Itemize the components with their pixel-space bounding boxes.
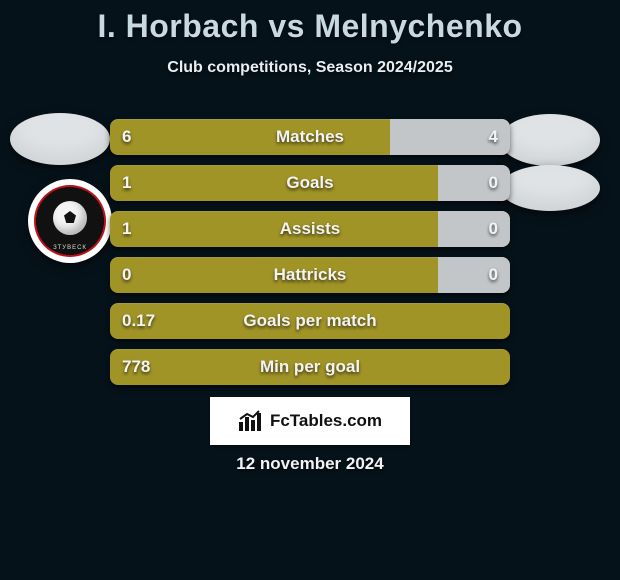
stat-bar: 6Matches4 [110, 119, 510, 155]
stat-bar: 0Hattricks0 [110, 257, 510, 293]
player-avatar-right-2 [500, 165, 600, 211]
stat-bar: 1Goals0 [110, 165, 510, 201]
stat-value-left: 0 [122, 257, 131, 293]
stat-value-left: 778 [122, 349, 150, 385]
stat-value-left: 6 [122, 119, 131, 155]
page-title: I. Horbach vs Melnychenko [0, 0, 620, 45]
club-badge: ЗТУВЕСК [28, 179, 112, 263]
stat-bar-right-fill [390, 119, 510, 155]
player-avatar-right-1 [500, 114, 600, 166]
stat-value-left: 1 [122, 211, 131, 247]
branding-badge: FcTables.com [210, 397, 410, 445]
stat-bar-right-fill [438, 257, 510, 293]
soccer-ball-icon [53, 201, 87, 235]
stat-bar: 1Assists0 [110, 211, 510, 247]
club-badge-text: ЗТУВЕСК [34, 245, 106, 251]
stat-bar: 0.17Goals per match [110, 303, 510, 339]
stat-label: Min per goal [110, 349, 510, 385]
stats-bars: 6Matches4 1Goals0 1Assists0 0Hattricks0 0.17… [110, 119, 510, 395]
stat-value-left: 1 [122, 165, 131, 201]
subtitle: Club competitions, Season 2024/2025 [0, 59, 620, 77]
chart-bars-icon [238, 410, 264, 432]
stat-bar-right-fill [438, 165, 510, 201]
branding-label: FcTables.com [270, 411, 382, 431]
player-avatar-left [10, 113, 110, 165]
stat-bar-right-fill [438, 211, 510, 247]
date-text: 12 november 2024 [0, 454, 620, 474]
stat-bar: 778Min per goal [110, 349, 510, 385]
stat-label: Goals per match [110, 303, 510, 339]
stat-value-left: 0.17 [122, 303, 155, 339]
